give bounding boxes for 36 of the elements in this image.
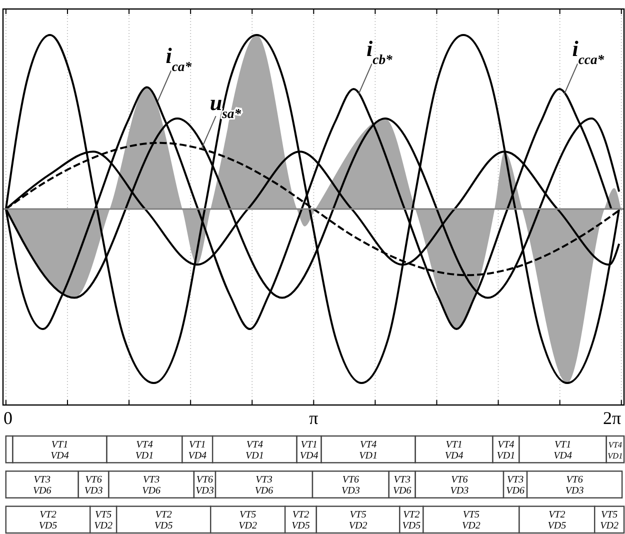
annotation: i$_{ca*}$ [166, 43, 192, 74]
data-label: VT4 VD1 [359, 439, 378, 462]
data-label: VT2 VD5 [38, 510, 58, 532]
data-label: VT5 VD2 [348, 510, 368, 532]
data-label: VT6 VD3 [565, 474, 584, 496]
data-label: VT1 VD4 [300, 439, 318, 462]
data-label: VT6 VD3 [196, 474, 214, 496]
data-label: VT3 VD6 [254, 474, 274, 496]
x-tick-label: π [309, 408, 318, 428]
data-label: VT3 VD6 [32, 474, 52, 496]
data-label: VT5 VD2 [462, 510, 480, 532]
data-label: VT4 VD1 [496, 439, 516, 462]
data-label: VT1 VD4 [50, 439, 69, 462]
data-label: VT6 VD3 [342, 474, 360, 496]
x-tick-label: 0 [4, 408, 12, 428]
data-label: VT3 VD6 [392, 474, 412, 496]
annotation: i$_{cca*}$ [572, 36, 604, 67]
data-label: VT4 VD1 [135, 439, 154, 462]
data-label: VT2 VD5 [402, 510, 421, 532]
data-label: VT5 VD2 [600, 510, 618, 532]
data-label: VT2 VD5 [548, 510, 566, 532]
data-label: VT3 VD6 [506, 474, 524, 496]
data-label: VT1 VD4 [444, 439, 464, 462]
data-label: VT2 VD5 [292, 510, 310, 532]
data-label: VT6 VD3 [450, 474, 469, 496]
data-label: VT4 VD1 [246, 439, 264, 462]
data-label: VT4 VD1 [608, 440, 623, 460]
annotation: i$_{cb*}$ [366, 36, 393, 67]
x-tick-label: 2π [602, 408, 622, 428]
data-label: VT1 VD4 [188, 439, 207, 462]
data-label: VT2 VD5 [154, 510, 173, 532]
data-label: VT5 VD2 [94, 510, 113, 532]
data-label: VT6 VD3 [84, 474, 103, 496]
data-label: VT3 VD6 [142, 474, 161, 496]
data-label: VT5 VD2 [238, 510, 258, 532]
data-label: VT1 VD4 [554, 439, 572, 462]
